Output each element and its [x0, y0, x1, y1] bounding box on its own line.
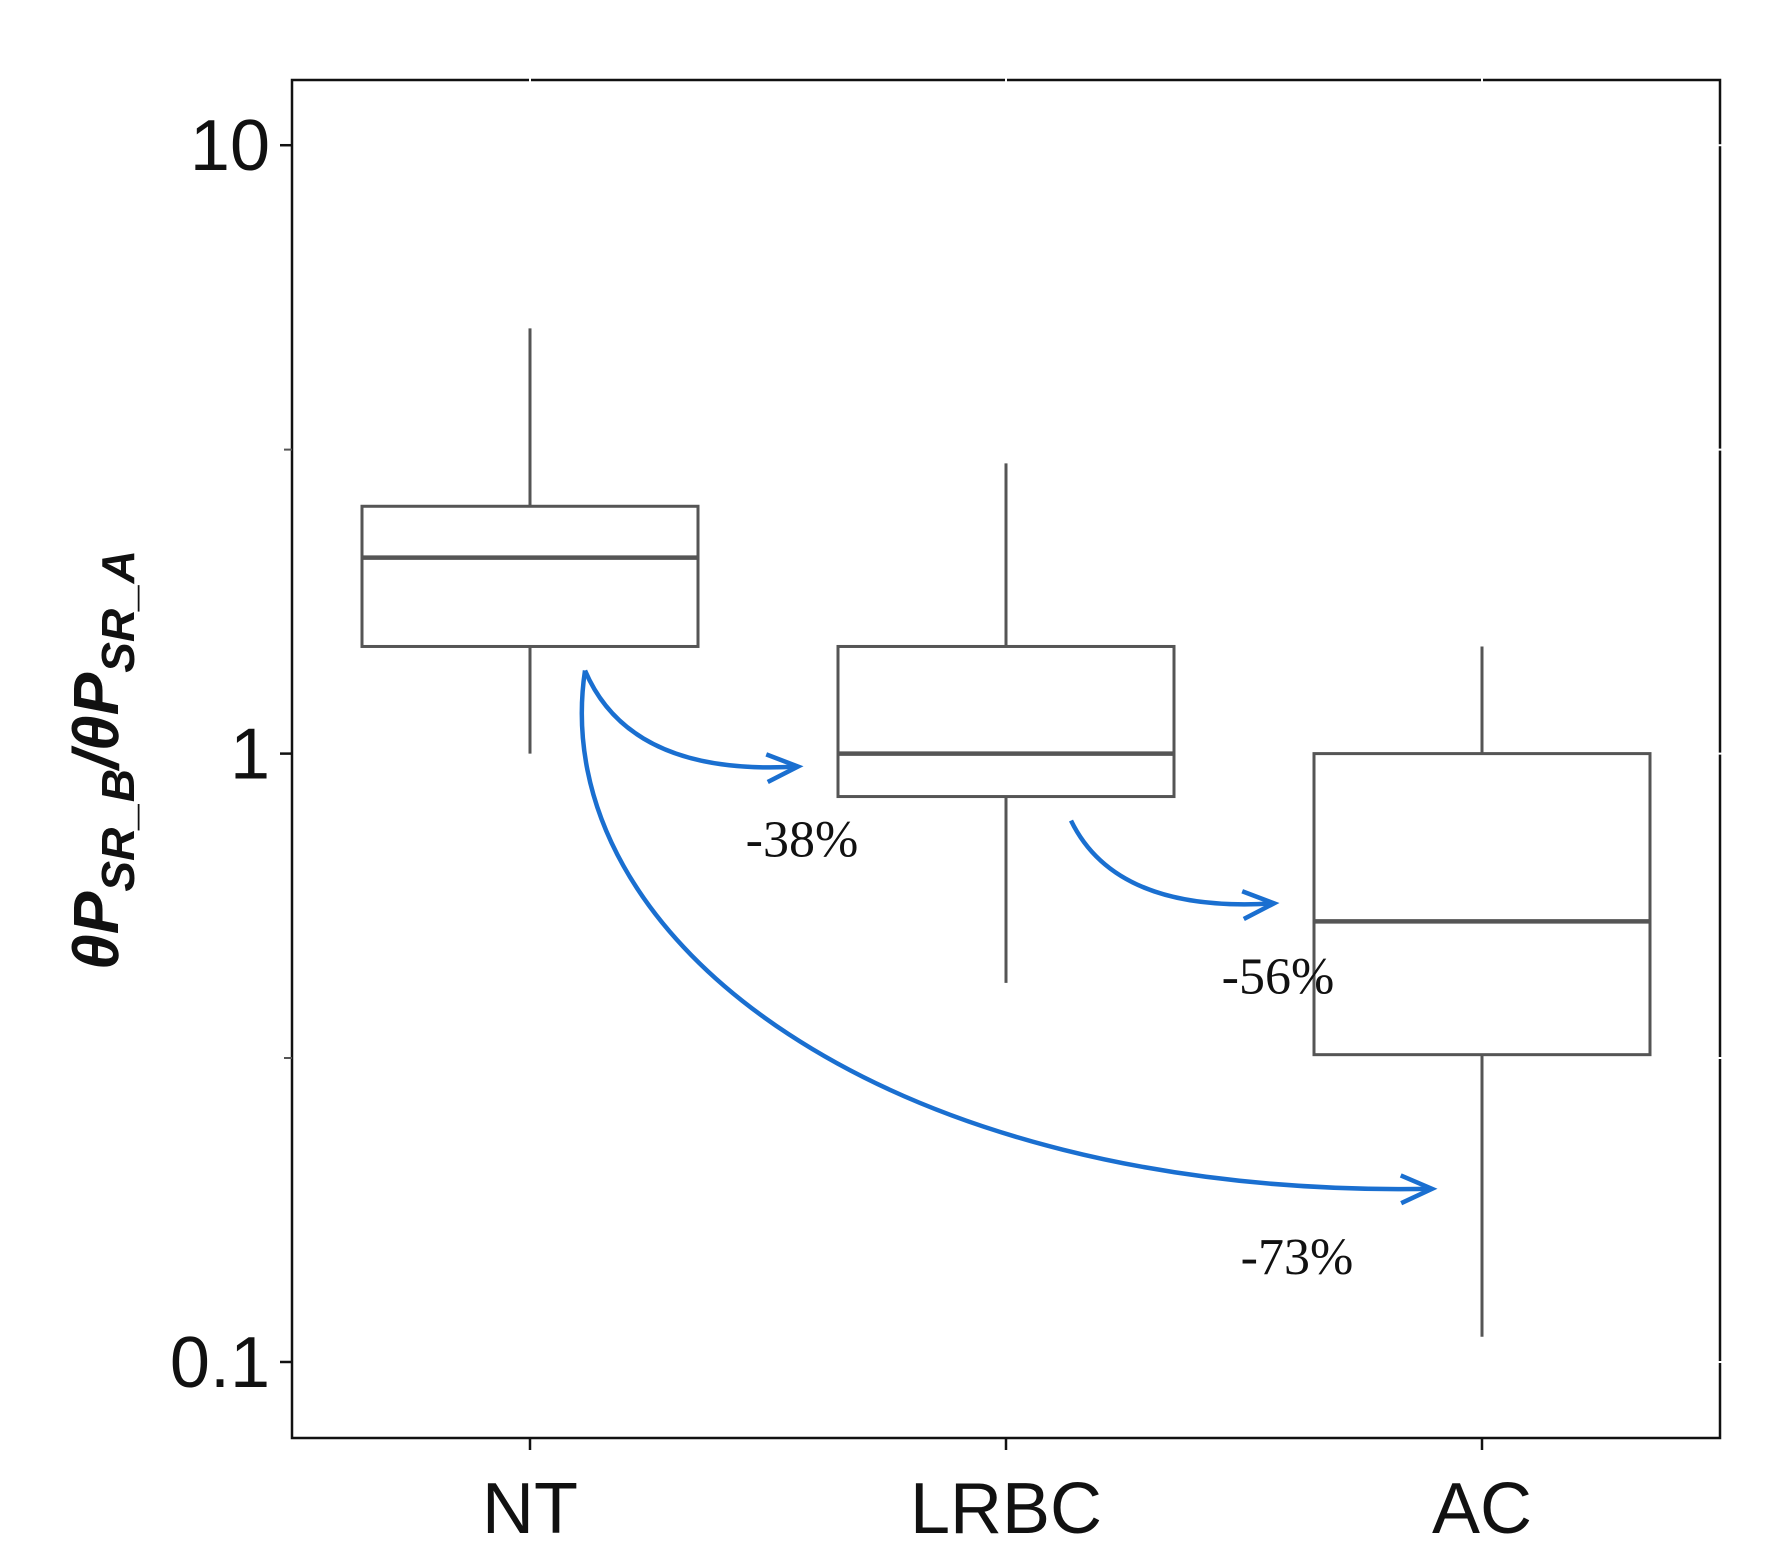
arrows-layer: [579, 669, 1438, 1206]
arrowhead: [1241, 889, 1280, 921]
arrowhead: [765, 752, 804, 785]
box-iqr: [836, 644, 1176, 799]
arrow-nt-to-lrbc: [582, 669, 799, 770]
box-lrbc: [836, 463, 1176, 983]
x-tick-label: LRBC: [910, 1469, 1102, 1549]
annotation-label: -56%: [1222, 948, 1335, 1005]
y-tick-label: 1: [230, 715, 270, 795]
arrow-nt-to-ac: [579, 670, 1433, 1192]
box-ac: [1312, 646, 1652, 1337]
boxes-layer: [360, 328, 1652, 1337]
annotation-label: -73%: [1241, 1229, 1354, 1286]
y-tick-label: 0.1: [170, 1323, 270, 1403]
arrowhead: [1399, 1173, 1438, 1206]
box-nt: [360, 328, 700, 754]
ticks-layer: 10 1 0.1 NT LRBC AC: [170, 77, 1723, 1549]
x-tick-label: AC: [1432, 1469, 1532, 1549]
arrow-lrbc-to-ac: [1068, 819, 1275, 907]
annotation-label: -38%: [746, 812, 859, 869]
box-iqr: [360, 504, 700, 648]
y-axis-label: θPSR_B/θPSR_A: [60, 550, 144, 970]
x-tick-label: NT: [482, 1469, 578, 1549]
labels-layer: θPSR_B/θPSR_A -38% -56% -73%: [60, 550, 1353, 1286]
y-tick-label: 10: [190, 106, 270, 186]
box-iqr: [1312, 752, 1652, 1057]
